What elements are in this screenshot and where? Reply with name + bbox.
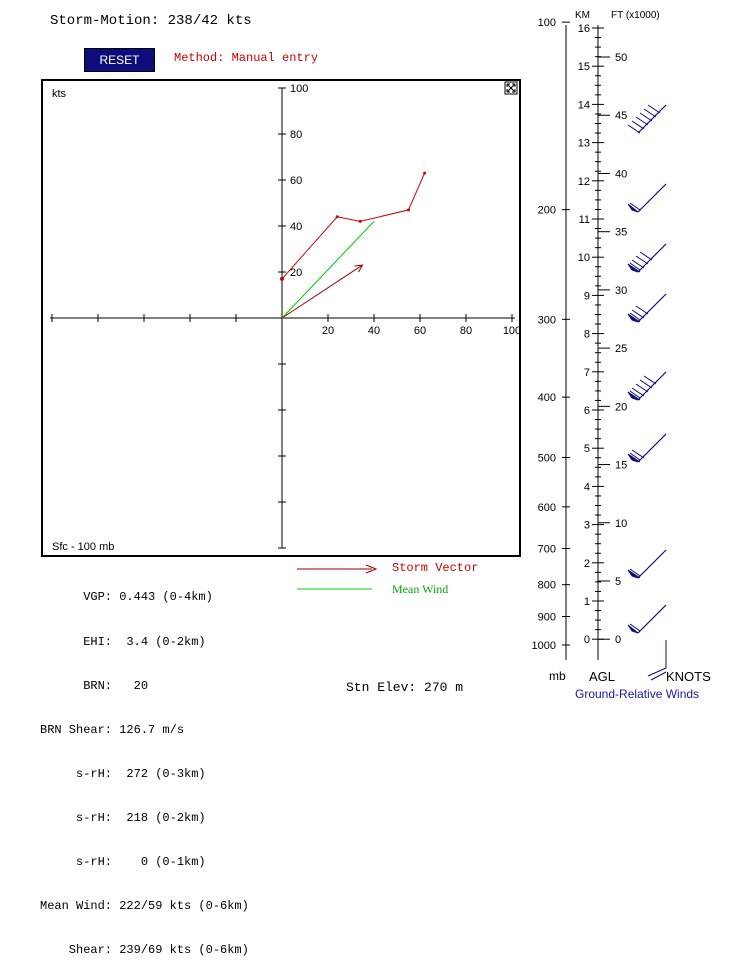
kts-label: kts (52, 88, 67, 100)
series-layer (280, 171, 427, 319)
hodograph-point (358, 219, 362, 223)
y-ticks: 20 40 60 80 100 (278, 83, 308, 549)
stat-line: Mean Wind: 222/59 kts (0-6km) (40, 899, 249, 914)
hodograph-point (407, 208, 410, 212)
stat-line: s-rH: 272 (0-3km) (40, 766, 206, 781)
y-tick-label: 40 (290, 221, 302, 233)
storm-vector-arrowhead (354, 264, 364, 273)
storm-vector-line (281, 264, 363, 319)
x-tick-label: 20 (322, 325, 334, 337)
x-tick-label: 80 (460, 325, 472, 337)
stats-panel: VGP: 0.443 (0-4km) EHI: 3.4 (0-2km) BRN:… (40, 561, 249, 973)
y-tick-label: 80 (290, 129, 302, 141)
hodograph-chart: 20 40 60 80 100 20 40 60 80 100 kts Sfc - 100 mb (41, 79, 521, 557)
stat-line: BRN: 20 (40, 678, 149, 693)
stat-line: s-rH: 218 (0-2km) (40, 810, 206, 825)
x-tick-label: 60 (414, 325, 426, 337)
x-ticks: 20 40 60 80 100 (51, 314, 521, 337)
hodograph-point (335, 215, 339, 219)
stat-line: s-rH: 0 (0-1km) (40, 855, 206, 870)
y-tick-label: 60 (290, 175, 302, 187)
station-elevation: Stn Elev: 270 m (346, 680, 464, 695)
stat-line: VGP: 0.443 (0-4km) (40, 590, 213, 605)
storm-vector-legend: Storm Vector (392, 561, 479, 575)
ground-relative-winds-title: Ground-Relative Winds (575, 687, 700, 701)
stat-line: Shear: 239/69 kts (0-6km) (40, 943, 249, 958)
hodograph-point (423, 171, 427, 175)
storm-motion-title: Storm-Motion: 238/42 kts (50, 13, 252, 29)
stat-line: BRN Shear: 126.7 m/s (40, 722, 185, 737)
x-tick-label: 40 (368, 325, 380, 337)
reset-button[interactable]: RESET (84, 48, 155, 72)
y-tick-label: 100 (290, 83, 308, 95)
layer-label: Sfc - 100 mb (52, 541, 114, 553)
hodograph-point (280, 276, 284, 281)
method-label: Method: Manual entry (174, 51, 319, 65)
x-tick-label: 100 (503, 325, 521, 337)
y-tick-label: 20 (290, 267, 302, 279)
mean-wind-legend: Mean Wind (392, 582, 449, 596)
mean-wind-line (281, 221, 375, 319)
expand-icon[interactable] (504, 81, 518, 95)
stat-line: EHI: 3.4 (0-2km) (40, 634, 206, 649)
